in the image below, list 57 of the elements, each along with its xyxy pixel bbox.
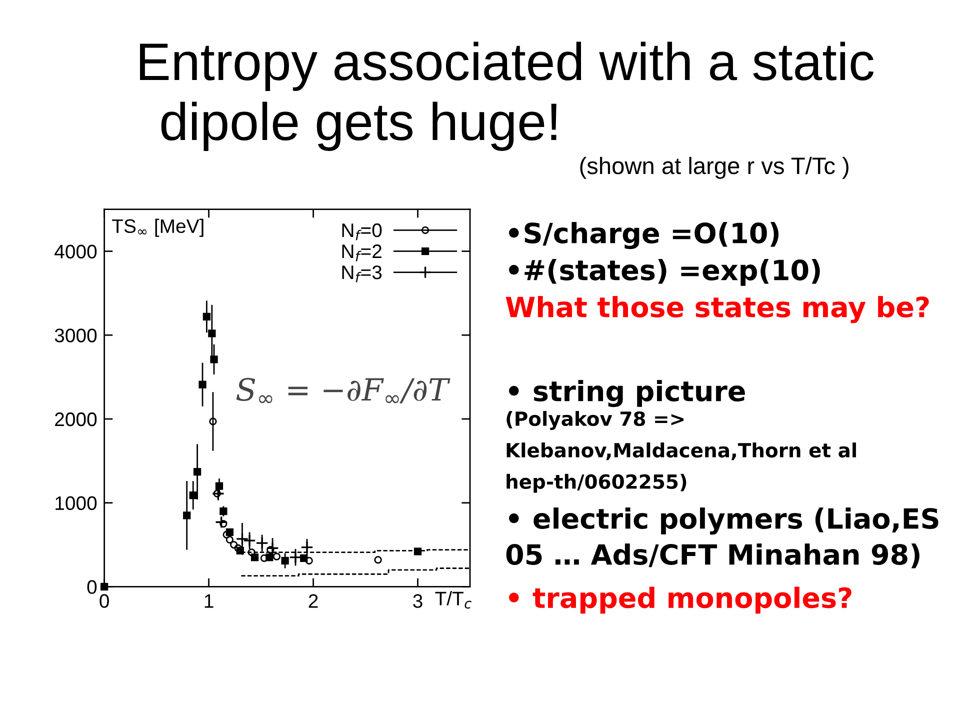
point <box>256 536 268 550</box>
point <box>193 468 202 476</box>
y-tick-label: 1000 <box>56 496 97 510</box>
text: (shown at large r vs T/Tc ) <box>580 156 848 179</box>
point <box>260 554 268 562</box>
point <box>414 548 422 556</box>
point <box>198 380 206 388</box>
legend-label: N$_{f}$=0 <box>342 223 382 240</box>
text: • electric polymers (Liao,ES 05 … Ads/CFT Minahan 98) <box>506 508 938 568</box>
point <box>208 330 216 338</box>
point <box>226 528 234 536</box>
x-tick-label: 0 <box>100 594 109 608</box>
point <box>272 552 281 560</box>
point <box>189 491 197 500</box>
x-tick-label: 3 <box>413 594 422 608</box>
y-tick-label: 2000 <box>55 412 97 426</box>
text: • trapped monopoles? <box>509 586 852 614</box>
x-tick-label: 1 <box>204 594 214 608</box>
point <box>236 532 249 546</box>
point <box>374 556 382 564</box>
annotation: S$_{∞}$ = −∂F$_{∞}$/∂T <box>236 378 450 404</box>
point <box>248 548 256 556</box>
legend-label: N$_{f}$=2 <box>342 244 382 262</box>
text: •#(states) =exp(10) <box>509 259 820 286</box>
y-tick-label: 4000 <box>54 244 97 258</box>
point <box>226 536 234 544</box>
x-tick-label: 2 <box>308 594 318 608</box>
text: (Polyakov 78 => Klebanov,Maldacena,Thorn et al hep-th/0602255) <box>506 411 856 493</box>
point <box>266 542 279 555</box>
point <box>220 520 228 528</box>
point <box>202 312 211 320</box>
y-tick-label: 0 <box>87 580 97 594</box>
y-axis-title: TS$_{∞}$ [MeV] <box>112 218 204 237</box>
point <box>213 490 221 498</box>
point <box>209 418 217 426</box>
text: • string picture <box>509 380 745 408</box>
x-axis-title: T/T$_{c}$ <box>435 591 472 609</box>
point <box>236 546 244 554</box>
point <box>300 554 308 562</box>
point <box>250 554 259 562</box>
point <box>266 554 274 562</box>
legend-label: N$_{f}$=3 <box>342 265 382 282</box>
text: What those states may be? <box>506 296 929 324</box>
point <box>215 482 224 490</box>
point <box>230 540 238 549</box>
point <box>289 550 302 564</box>
chart-title: Entropy associated with a static dipole gets huge! <box>140 42 874 151</box>
point <box>300 540 314 554</box>
point <box>210 356 218 364</box>
y-tick-label: 3000 <box>54 328 97 342</box>
point <box>266 546 274 554</box>
text: •S/charge =O(10) <box>509 222 779 250</box>
point <box>243 534 256 547</box>
point <box>305 556 313 565</box>
point <box>100 582 108 591</box>
point <box>281 556 289 565</box>
point <box>183 512 191 520</box>
